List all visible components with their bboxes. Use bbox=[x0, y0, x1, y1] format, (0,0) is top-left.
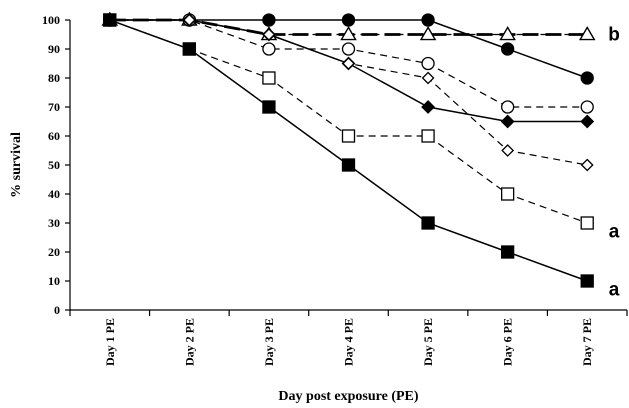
data-point-open-circle bbox=[341, 42, 356, 56]
y-tick-label: 30 bbox=[48, 216, 60, 230]
series-layer bbox=[101, 11, 596, 288]
x-tick-label: Day 2 PE bbox=[182, 318, 196, 366]
data-point-open-circle bbox=[262, 42, 276, 56]
data-point-filled-square bbox=[103, 13, 117, 27]
data-point-filled-circle bbox=[341, 13, 356, 27]
ticks-layer: 0 10 20 30 40 50 60 70 80 90 100 Day 1 PE Day 2 PE Da… bbox=[42, 13, 628, 366]
x-tick-label: Day 5 PE bbox=[421, 318, 435, 366]
data-point-filled-square bbox=[500, 245, 515, 259]
series-line bbox=[109, 19, 588, 166]
y-tick-label: 60 bbox=[48, 129, 60, 143]
data-point-filled-square bbox=[182, 42, 197, 56]
data-point-open-diamond bbox=[421, 71, 435, 85]
data-point-open-diamond bbox=[342, 57, 355, 70]
significance-label: b bbox=[608, 25, 620, 46]
data-point-open-circle bbox=[500, 100, 515, 114]
data-point-filled-circle bbox=[500, 42, 515, 56]
x-tick-label: Day 6 PE bbox=[501, 318, 515, 366]
data-point-open-square bbox=[341, 129, 356, 143]
data-point-filled-square bbox=[341, 158, 356, 172]
data-point-open-square bbox=[262, 71, 276, 85]
significance-label: a bbox=[609, 280, 620, 301]
data-point-filled-square bbox=[262, 100, 276, 114]
y-tick-label: 80 bbox=[48, 71, 60, 85]
data-point-open-square bbox=[421, 129, 435, 143]
data-point-open-square bbox=[500, 187, 515, 201]
y-tick-label: 10 bbox=[48, 274, 60, 288]
y-tick-label: 70 bbox=[48, 100, 60, 114]
data-point-open-diamond bbox=[262, 28, 276, 41]
y-tick-label: 90 bbox=[48, 42, 60, 56]
y-tick-label: 40 bbox=[48, 187, 60, 201]
data-point-open-circle bbox=[421, 56, 435, 71]
data-point-filled-square bbox=[580, 274, 594, 288]
x-tick-label: Day 4 PE bbox=[342, 318, 356, 366]
data-point-filled-circle bbox=[580, 71, 594, 85]
y-tick-label: 100 bbox=[42, 13, 60, 27]
data-point-open-circle bbox=[580, 100, 594, 114]
x-tick-label: Day 3 PE bbox=[262, 318, 276, 366]
data-point-open-diamond bbox=[501, 144, 515, 157]
y-axis-title: % survival bbox=[9, 132, 24, 198]
y-tick-label: 0 bbox=[54, 303, 60, 317]
data-point-filled-diamond bbox=[421, 100, 435, 114]
data-point-filled-diamond bbox=[580, 114, 595, 129]
data-point-open-diamond bbox=[182, 13, 196, 27]
data-point-open-triangle bbox=[419, 26, 437, 41]
data-point-open-diamond bbox=[580, 158, 594, 172]
annotations-layer: b a a bbox=[608, 25, 620, 301]
data-point-filled-square bbox=[421, 216, 435, 230]
x-tick-label: Day 7 PE bbox=[580, 318, 594, 366]
y-tick-label: 50 bbox=[48, 158, 60, 172]
data-point-filled-diamond bbox=[500, 114, 515, 129]
data-point-open-triangle bbox=[340, 26, 357, 41]
x-tick-label: Day 1 PE bbox=[103, 318, 117, 366]
y-tick-label: 20 bbox=[48, 245, 60, 259]
series-filled-square bbox=[103, 13, 594, 288]
data-point-open-triangle bbox=[579, 26, 596, 41]
significance-label: a bbox=[609, 222, 620, 243]
data-point-filled-circle bbox=[421, 13, 435, 27]
x-axis-title: Day post exposure (PE) bbox=[278, 389, 418, 404]
data-point-open-square bbox=[580, 216, 594, 230]
data-point-open-triangle bbox=[499, 26, 516, 41]
data-point-filled-circle bbox=[262, 13, 276, 27]
